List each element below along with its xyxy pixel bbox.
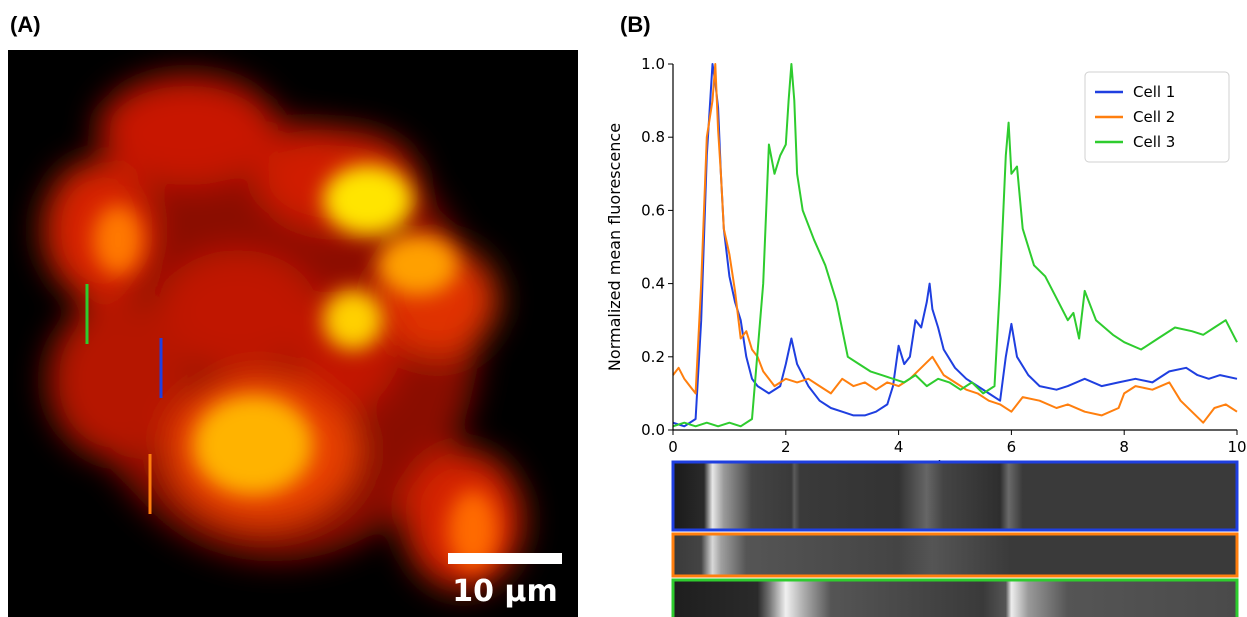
y-tick-label: 0.0 — [641, 421, 665, 439]
series-line-cell-2 — [672, 63, 1238, 424]
y-tick-label: 0.2 — [641, 348, 665, 366]
fluorescence-micrograph: 10 μm — [8, 50, 578, 617]
kymograph-cell-1 — [671, 460, 1239, 532]
y-axis-label: Normalized mean fluorescence — [605, 123, 624, 371]
legend-label-cell-1: Cell 1 — [1133, 83, 1175, 101]
y-tick-label: 0.8 — [641, 128, 665, 146]
panel-b-label: (B) — [620, 12, 651, 37]
scale-bar-label: 10 μm — [452, 574, 558, 609]
x-tick-label: 4 — [894, 438, 904, 456]
x-tick-label: 8 — [1119, 438, 1129, 456]
legend-label-cell-3: Cell 3 — [1133, 133, 1175, 151]
y-tick-label: 1.0 — [641, 55, 665, 73]
kymograph-cell-2 — [671, 532, 1239, 578]
series-line-cell-3 — [672, 63, 1238, 428]
y-tick-label: 0.6 — [641, 201, 665, 219]
panel-a-label: (A) — [10, 12, 41, 37]
kymograph-cell-3 — [671, 578, 1239, 617]
legend-label-cell-2: Cell 2 — [1133, 108, 1175, 126]
cell-cluster — [43, 75, 523, 590]
x-tick-label: 10 — [1227, 438, 1246, 456]
scale-bar — [448, 553, 562, 564]
y-tick-label: 0.4 — [641, 275, 665, 293]
legend-box — [1084, 71, 1230, 163]
series-line-cell-1 — [672, 63, 1238, 428]
x-tick-label: 2 — [781, 438, 791, 456]
x-tick-label: 0 — [668, 438, 678, 456]
x-tick-label: 6 — [1007, 438, 1017, 456]
